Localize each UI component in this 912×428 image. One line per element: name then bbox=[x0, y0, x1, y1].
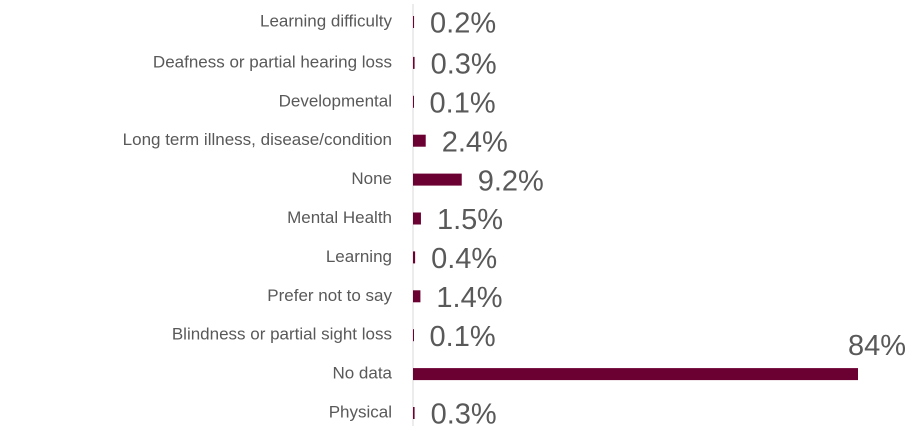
bar bbox=[413, 16, 415, 28]
category-label: Long term illness, disease/condition bbox=[123, 130, 392, 149]
bar bbox=[413, 134, 426, 147]
category-label: Blindness or partial sight loss bbox=[172, 325, 392, 344]
bar bbox=[413, 95, 414, 108]
bar bbox=[413, 212, 421, 225]
category-label: Physical bbox=[329, 402, 392, 421]
bar bbox=[413, 173, 462, 186]
bar bbox=[413, 368, 858, 381]
value-label: 0.3% bbox=[431, 399, 497, 428]
category-label: Prefer not to say bbox=[267, 286, 392, 305]
value-label: 0.4% bbox=[431, 243, 497, 275]
value-label: 2.4% bbox=[442, 126, 508, 158]
category-label: No data bbox=[332, 364, 392, 383]
bar bbox=[413, 251, 416, 264]
value-label: 0.2% bbox=[430, 8, 496, 40]
value-label: 0.3% bbox=[431, 49, 497, 81]
category-label: None bbox=[351, 169, 392, 188]
category-label: Deafness or partial hearing loss bbox=[153, 52, 392, 71]
value-label: 84% bbox=[848, 330, 906, 362]
value-label: 0.1% bbox=[430, 321, 496, 353]
bar bbox=[413, 56, 415, 69]
bar bbox=[413, 407, 415, 419]
category-label: Mental Health bbox=[287, 208, 392, 227]
value-label: 9.2% bbox=[478, 165, 544, 197]
bar bbox=[413, 329, 414, 342]
category-label: Learning difficulty bbox=[260, 11, 392, 30]
value-label: 1.4% bbox=[436, 282, 502, 314]
bar bbox=[413, 290, 421, 303]
category-label: Developmental bbox=[279, 91, 392, 110]
category-label: Learning bbox=[326, 247, 392, 266]
value-label: 1.5% bbox=[437, 204, 503, 236]
value-label: 0.1% bbox=[430, 87, 496, 119]
